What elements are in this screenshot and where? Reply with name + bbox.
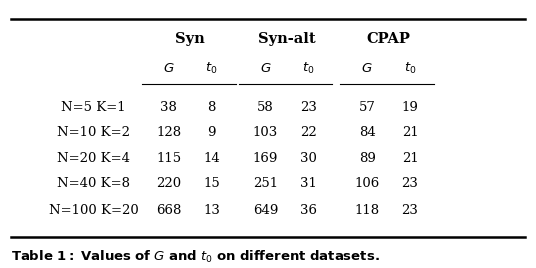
Text: 13: 13 [203, 204, 220, 217]
Text: 21: 21 [401, 126, 419, 139]
Text: $t_0$: $t_0$ [302, 61, 315, 76]
Text: 30: 30 [300, 152, 317, 165]
Text: 118: 118 [355, 204, 379, 217]
Text: 58: 58 [257, 101, 274, 114]
Text: 31: 31 [300, 177, 317, 190]
Text: 115: 115 [157, 152, 181, 165]
Text: 103: 103 [252, 126, 278, 139]
Text: 19: 19 [401, 101, 419, 114]
Text: 21: 21 [401, 152, 419, 165]
Text: 22: 22 [300, 126, 317, 139]
Text: 23: 23 [300, 101, 317, 114]
Text: CPAP: CPAP [367, 32, 411, 46]
Text: N=5 K=1: N=5 K=1 [62, 101, 126, 114]
Text: 89: 89 [359, 152, 376, 165]
Text: N=20 K=4: N=20 K=4 [57, 152, 130, 165]
Text: 169: 169 [252, 152, 278, 165]
Text: 57: 57 [359, 101, 376, 114]
Text: N=40 K=8: N=40 K=8 [57, 177, 130, 190]
Text: 38: 38 [160, 101, 177, 114]
Text: 8: 8 [207, 101, 216, 114]
Text: $t_0$: $t_0$ [404, 61, 416, 76]
Text: 668: 668 [156, 204, 182, 217]
Text: 36: 36 [300, 204, 317, 217]
Text: 220: 220 [157, 177, 181, 190]
Text: 106: 106 [354, 177, 380, 190]
Text: 84: 84 [359, 126, 376, 139]
Text: $G$: $G$ [259, 62, 271, 75]
Text: 128: 128 [157, 126, 181, 139]
Text: N=10 K=2: N=10 K=2 [57, 126, 130, 139]
Text: 23: 23 [401, 204, 419, 217]
Text: $t_0$: $t_0$ [205, 61, 218, 76]
Text: Syn-alt: Syn-alt [258, 32, 316, 46]
Text: 251: 251 [253, 177, 278, 190]
Text: $G$: $G$ [163, 62, 175, 75]
Text: $\mathbf{Table\ 1:\ Values\ of}\ $$G$$\ \mathbf{and}\ $$t_0$$\ \mathbf{on\ diffe: $\mathbf{Table\ 1:\ Values\ of}\ $$G$$\ … [11, 249, 379, 265]
Text: 649: 649 [252, 204, 278, 217]
Text: 9: 9 [207, 126, 216, 139]
Text: 15: 15 [203, 177, 220, 190]
Text: N=100 K=20: N=100 K=20 [49, 204, 139, 217]
Text: 14: 14 [203, 152, 220, 165]
Text: $G$: $G$ [361, 62, 373, 75]
Text: 23: 23 [401, 177, 419, 190]
Text: Syn: Syn [175, 32, 205, 46]
